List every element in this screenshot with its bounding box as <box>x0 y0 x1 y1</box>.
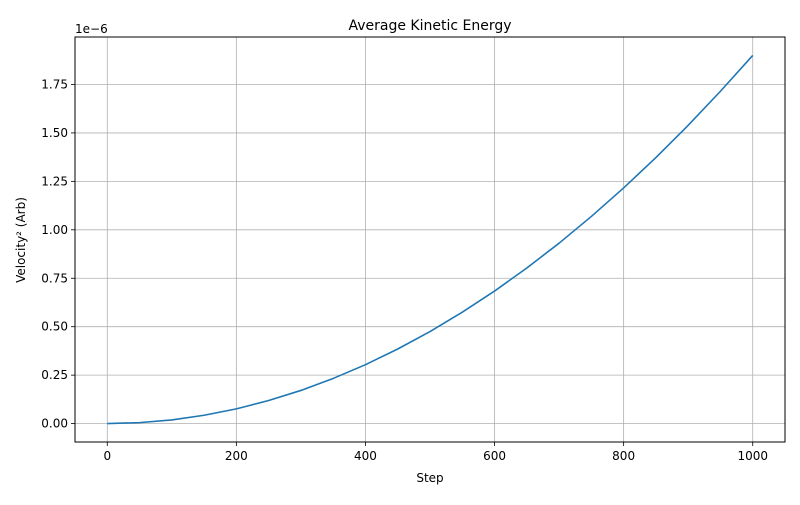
y-axis: 0.00 0.25 0.50 0.75 1.00 1.25 1.50 1.75 <box>41 77 75 431</box>
y-offset-label: 1e−6 <box>75 22 108 36</box>
grid <box>75 37 785 442</box>
x-axis: 0 200 400 600 800 1000 <box>103 442 768 463</box>
y-axis-label: Velocity² (Arb) <box>14 197 28 283</box>
x-tick-label: 600 <box>483 449 506 463</box>
y-tick-label: 1.25 <box>41 174 68 188</box>
x-axis-label: Step <box>416 471 443 485</box>
plot-frame <box>74 36 786 443</box>
x-tick-label: 200 <box>225 449 248 463</box>
y-tick-label: 0.50 <box>41 320 68 334</box>
y-tick-label: 0.75 <box>41 271 68 285</box>
chart-title: Average Kinetic Energy <box>348 18 511 34</box>
y-tick-label: 1.75 <box>41 77 68 91</box>
series-layer <box>107 54 754 425</box>
y-tick-label: 0.25 <box>41 368 68 382</box>
x-tick-label: 400 <box>354 449 377 463</box>
y-tick-label: 1.00 <box>41 223 68 237</box>
x-tick-label: 0 <box>103 449 111 463</box>
x-tick-label: 1000 <box>737 449 768 463</box>
series-line <box>107 54 754 425</box>
y-tick-label: 0.00 <box>41 417 68 431</box>
y-tick-label: 1.50 <box>41 126 68 140</box>
x-tick-label: 800 <box>612 449 635 463</box>
